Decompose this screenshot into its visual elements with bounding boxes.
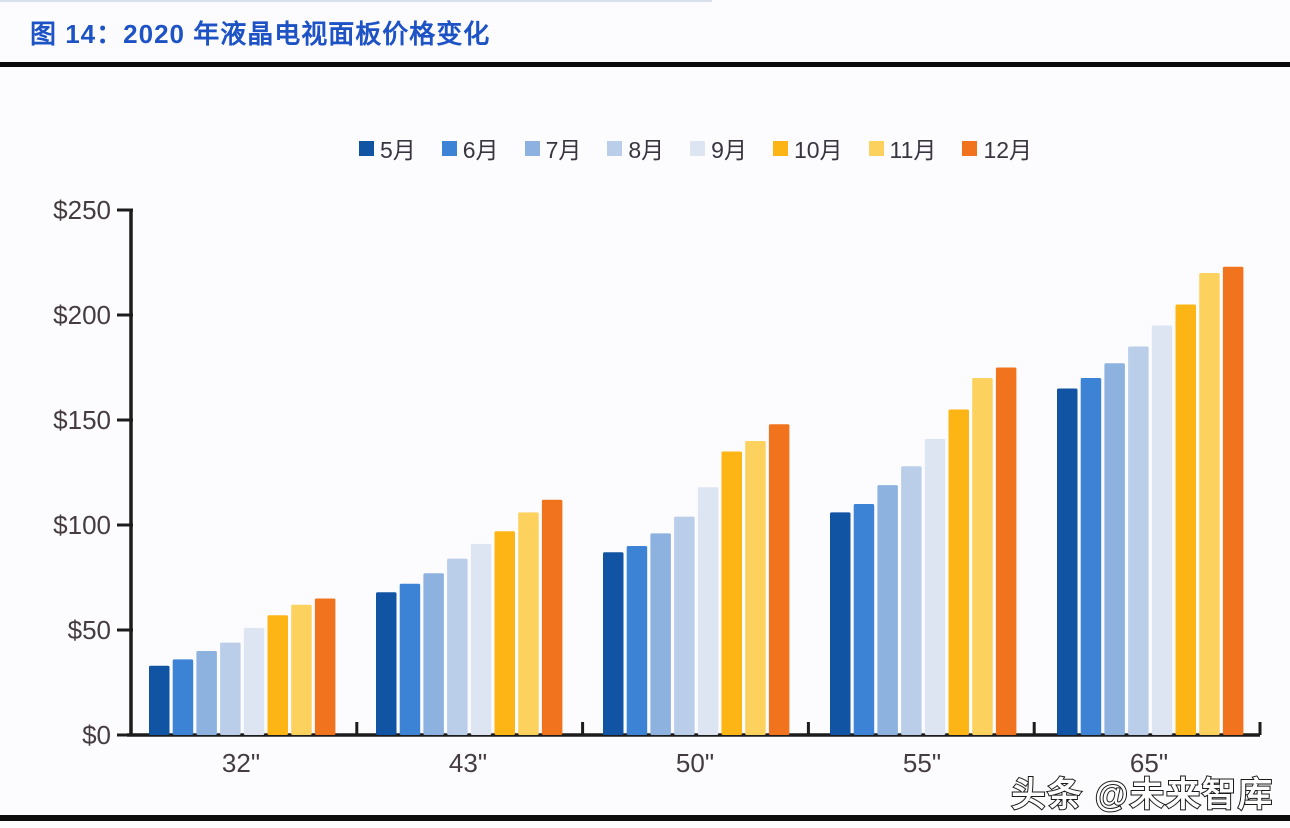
figure-title: 图 14：2020 年液晶电视面板价格变化: [30, 19, 491, 49]
bar-65in-6月: [1080, 378, 1102, 735]
bar-43in-11月: [518, 512, 539, 735]
bar-50in-9月: [697, 487, 719, 735]
legend-swatch: [524, 140, 540, 156]
chart-legend: 5月 6月 7月 8月 9月 10月 11月 12月: [131, 131, 1260, 165]
legend-label: 9月: [711, 137, 747, 163]
bar-50in-10月: [721, 451, 742, 735]
bar-55in-7月: [877, 485, 898, 735]
y-axis-label: $150: [53, 405, 111, 435]
bar-50in-6月: [626, 546, 648, 735]
y-axis-label: $200: [53, 300, 111, 330]
bar-43in-9月: [470, 543, 492, 735]
x-axis-label: 43": [449, 748, 487, 778]
x-axis-label: 32": [222, 748, 260, 778]
legend-item-5月: 5月: [358, 131, 416, 165]
legend-item-6月: 6月: [441, 131, 499, 165]
legend-label: 6月: [462, 137, 499, 163]
title-divider: [0, 62, 1290, 67]
x-axis-label: 50": [676, 748, 714, 778]
y-axis-label: $100: [53, 510, 111, 540]
bar-55in-11月: [972, 378, 993, 735]
bar-55in-8月: [901, 466, 922, 735]
top-accent-line: [0, 0, 712, 2]
legend-label: 7月: [545, 137, 582, 163]
y-axis-label: $0: [82, 720, 111, 750]
legend-swatch: [441, 140, 457, 156]
bar-55in-9月: [924, 438, 946, 735]
bar-32in-8月: [220, 642, 241, 735]
bar-43in-8月: [447, 558, 468, 735]
bar-50in-12月: [768, 424, 790, 735]
legend-item-11月: 11月: [868, 131, 937, 165]
legend-swatch: [690, 140, 706, 156]
bar-65in-5月: [1057, 388, 1078, 735]
legend-item-8月: 8月: [607, 131, 664, 165]
bar-43in-12月: [541, 499, 563, 735]
bar-65in-7月: [1104, 363, 1125, 735]
bar-32in-10月: [267, 615, 288, 735]
x-axis-label: 55": [903, 748, 941, 778]
legend-item-10月: 10月: [772, 131, 843, 165]
legend-label: 10月: [793, 137, 843, 163]
bar-55in-12月: [995, 367, 1017, 735]
legend-label: 11月: [889, 137, 937, 163]
y-axis-label: $250: [53, 195, 111, 225]
legend-item-12月: 12月: [962, 131, 1032, 165]
bar-55in-10月: [948, 409, 969, 735]
bar-50in-8月: [674, 516, 695, 735]
bar-50in-11月: [745, 441, 766, 735]
bar-50in-7月: [650, 533, 671, 735]
bar-65in-11月: [1199, 273, 1220, 735]
legend-swatch: [358, 140, 374, 156]
bar-65in-9月: [1151, 325, 1173, 735]
legend-item-9月: 9月: [690, 131, 747, 165]
legend-swatch: [962, 140, 978, 156]
footer-divider: [0, 815, 1290, 821]
x-axis-label: 65": [1130, 748, 1168, 778]
bar-32in-9月: [243, 627, 265, 735]
bar-50in-5月: [603, 552, 624, 735]
bar-32in-11月: [291, 604, 312, 735]
bar-32in-7月: [196, 651, 217, 735]
bar-43in-10月: [494, 531, 515, 735]
watermark: 头条 @未来智库: [1010, 775, 1274, 815]
bar-43in-5月: [376, 592, 397, 735]
legend-swatch: [772, 140, 788, 156]
legend-label: 5月: [379, 137, 416, 163]
legend-swatch: [607, 140, 623, 156]
bar-32in-12月: [314, 598, 336, 735]
bar-65in-10月: [1175, 304, 1196, 735]
bar-65in-8月: [1128, 346, 1149, 735]
bar-32in-6月: [172, 659, 194, 735]
legend-item-7月: 7月: [524, 131, 582, 165]
y-axis-label: $50: [68, 615, 111, 645]
legend-label: 12月: [983, 137, 1033, 163]
bar-65in-12月: [1222, 266, 1244, 735]
legend-swatch: [868, 140, 884, 156]
bar-55in-6月: [853, 504, 875, 735]
bar-55in-5月: [830, 512, 851, 735]
bar-43in-6月: [399, 583, 421, 735]
legend-label: 8月: [628, 137, 665, 163]
bar-43in-7月: [423, 573, 444, 735]
bar-32in-5月: [149, 665, 170, 735]
